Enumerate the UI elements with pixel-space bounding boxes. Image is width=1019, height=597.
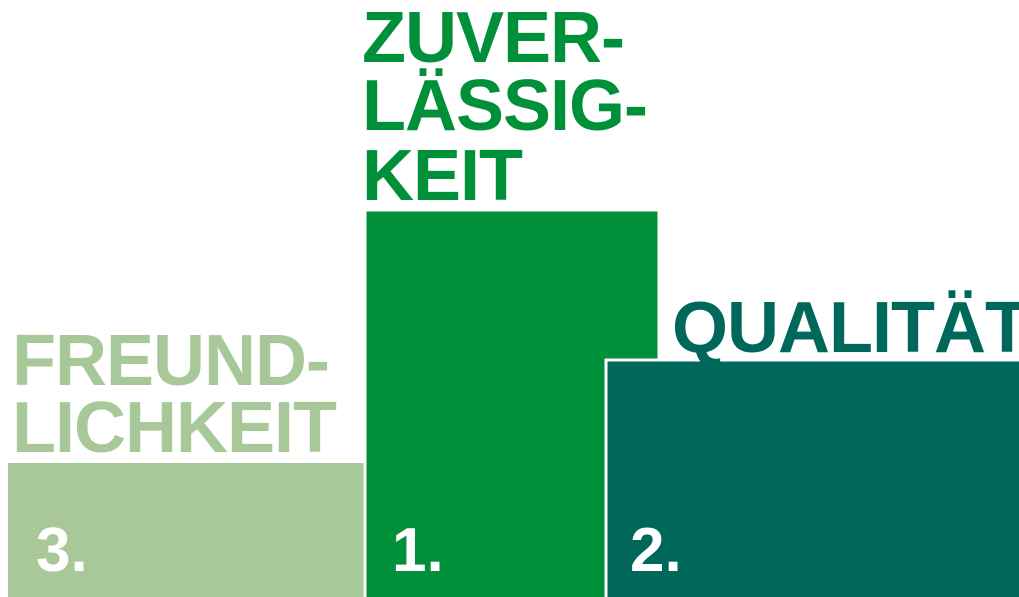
podium-rank: 3.	[36, 516, 88, 585]
podium-block-second	[604, 358, 1019, 597]
podium-label: FREUND-	[12, 321, 329, 401]
podium-label: KEIT	[362, 136, 523, 216]
podium-label: QUALITÄT	[672, 288, 1019, 368]
podium-label: ZUVER-	[362, 0, 624, 78]
podium-block-third	[8, 463, 364, 597]
podium-label: LICHKEIT	[12, 388, 337, 468]
podium-rank: 1.	[392, 516, 444, 585]
podium-label: LÄSSIG-	[362, 66, 647, 146]
podium-rank: 2.	[630, 516, 682, 585]
labels: FREUND-LICHKEIT 3. ZUVER-LÄSSIG-KEIT 1. QUAL…	[12, 0, 1019, 585]
